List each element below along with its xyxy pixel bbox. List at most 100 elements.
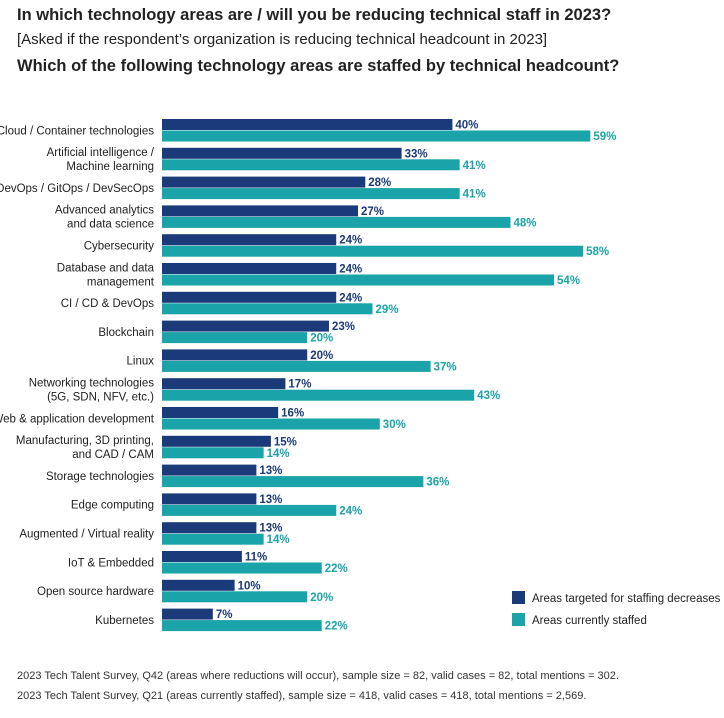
- bar-staffed: [162, 216, 511, 228]
- category-label: IoT & Embedded: [68, 557, 154, 569]
- value-label-decrease: 13%: [259, 494, 282, 506]
- value-label-decrease: 15%: [274, 436, 297, 448]
- category-label: Networking technologies (5G, SDN, NFV, et…: [29, 377, 155, 403]
- bar-decrease: [162, 464, 257, 476]
- bar-decrease: [162, 493, 257, 505]
- bar-staffed: [162, 188, 460, 200]
- value-label-staffed: 22%: [325, 621, 348, 633]
- chart-question: Which of the following technology areas …: [17, 57, 620, 75]
- bar-decrease: [162, 205, 359, 217]
- category-label: Cybersecurity: [84, 240, 155, 252]
- bar-staffed: [162, 591, 308, 603]
- value-label-staffed: 20%: [310, 333, 333, 345]
- value-label-decrease: 24%: [339, 292, 362, 304]
- bar-staffed: [162, 332, 308, 344]
- bar-decrease: [162, 522, 257, 534]
- category-label: Manufacturing, 3D printing, and CAD / CAM: [16, 435, 154, 461]
- value-label-decrease: 10%: [238, 580, 261, 592]
- value-label-staffed: 14%: [267, 448, 290, 460]
- bar-decrease: [162, 378, 286, 390]
- bar-decrease: [162, 608, 213, 620]
- bar-staffed: [162, 303, 373, 315]
- value-label-decrease: 16%: [281, 408, 304, 420]
- bar-decrease: [162, 349, 308, 361]
- value-label-decrease: 27%: [361, 206, 384, 218]
- value-label-staffed: 14%: [267, 534, 290, 546]
- bar-decrease: [162, 291, 337, 303]
- value-label-decrease: 17%: [288, 379, 311, 391]
- bar-staffed: [162, 562, 322, 574]
- bar-staffed: [162, 476, 424, 488]
- bar-decrease: [162, 407, 279, 418]
- value-label-staffed: 30%: [383, 419, 406, 431]
- bar-staffed: [162, 620, 322, 632]
- value-label-decrease: 11%: [245, 552, 267, 564]
- value-label-decrease: 7%: [216, 609, 233, 621]
- bar-decrease: [162, 320, 329, 332]
- category-label: Cloud / Container technologies: [0, 125, 154, 137]
- bar-staffed: [162, 245, 584, 257]
- bar-staffed: [162, 130, 591, 142]
- legend-label-staffed: Areas currently staffed: [532, 615, 647, 627]
- legend-label-decrease: Areas targeted for staffing decreases: [532, 593, 721, 605]
- bar-staffed: [162, 418, 380, 430]
- value-label-decrease: 33%: [405, 148, 428, 160]
- value-label-decrease: 24%: [339, 264, 362, 276]
- value-label-staffed: 54%: [557, 275, 580, 287]
- category-label: Web & application development: [0, 413, 155, 425]
- value-label-staffed: 59%: [593, 131, 616, 143]
- bar-decrease: [162, 579, 235, 591]
- chart-title: In which technology areas are / will you…: [17, 6, 612, 24]
- bar-decrease: [162, 263, 337, 274]
- value-label-staffed: 41%: [463, 189, 486, 201]
- value-label-staffed: 41%: [463, 160, 486, 172]
- category-label: Artificial intelligence / Machine learnin…: [47, 147, 155, 173]
- footnote-q21: 2023 Tech Talent Survey, Q21 (areas curr…: [17, 690, 587, 702]
- value-label-decrease: 13%: [259, 465, 282, 477]
- bar-staffed: [162, 447, 264, 459]
- value-label-staffed: 29%: [376, 304, 399, 316]
- value-label-staffed: 24%: [339, 505, 362, 517]
- category-label: Augmented / Virtual reality: [19, 528, 154, 540]
- bar-decrease: [162, 119, 453, 130]
- bar-decrease: [162, 234, 337, 246]
- value-label-decrease: 23%: [332, 321, 355, 333]
- category-label: Advanced analytics and data science: [55, 205, 154, 231]
- legend-swatch-staffed: [512, 613, 525, 626]
- category-label: Kubernetes: [95, 615, 154, 627]
- value-label-staffed: 37%: [434, 361, 457, 373]
- value-label-staffed: 43%: [477, 390, 500, 402]
- value-label-staffed: 20%: [310, 592, 333, 604]
- category-label: Open source hardware: [37, 586, 154, 598]
- bar-staffed: [162, 389, 475, 401]
- category-label: Database and data management: [57, 262, 155, 288]
- value-label-decrease: 13%: [259, 523, 282, 535]
- value-label-staffed: 48%: [513, 217, 536, 229]
- category-label: Blockchain: [98, 327, 154, 339]
- bar-decrease: [162, 435, 271, 447]
- category-label: Storage technologies: [46, 471, 154, 483]
- bar-decrease: [162, 176, 366, 188]
- value-label-staffed: 36%: [426, 477, 449, 489]
- footnote-q42: 2023 Tech Talent Survey, Q42 (areas wher…: [17, 670, 619, 682]
- bar-staffed: [162, 159, 460, 171]
- bar-staffed: [162, 360, 431, 372]
- value-label-decrease: 24%: [339, 235, 362, 247]
- value-label-staffed: 58%: [586, 246, 609, 258]
- value-label-decrease: 28%: [368, 177, 391, 189]
- legend-swatch-decrease: [512, 591, 525, 604]
- category-label: Linux: [127, 356, 155, 368]
- bar-staffed: [162, 274, 555, 286]
- bar-chart: Cloud / Container technologies 40% 59% Arti…: [0, 119, 721, 633]
- category-label: Edge computing: [71, 500, 154, 512]
- category-label: CI / CD & DevOps: [61, 298, 155, 310]
- value-label-decrease: 40%: [455, 120, 478, 132]
- value-label-decrease: 20%: [310, 350, 333, 362]
- value-label-staffed: 22%: [325, 563, 348, 575]
- bar-staffed: [162, 533, 264, 545]
- bar-decrease: [162, 147, 402, 159]
- bar-staffed: [162, 504, 337, 516]
- category-label: DevOps / GitOps / DevSecOps: [0, 183, 154, 195]
- bar-decrease: [162, 551, 242, 562]
- chart-subtitle: [Asked if the respondent’s organization …: [17, 31, 548, 48]
